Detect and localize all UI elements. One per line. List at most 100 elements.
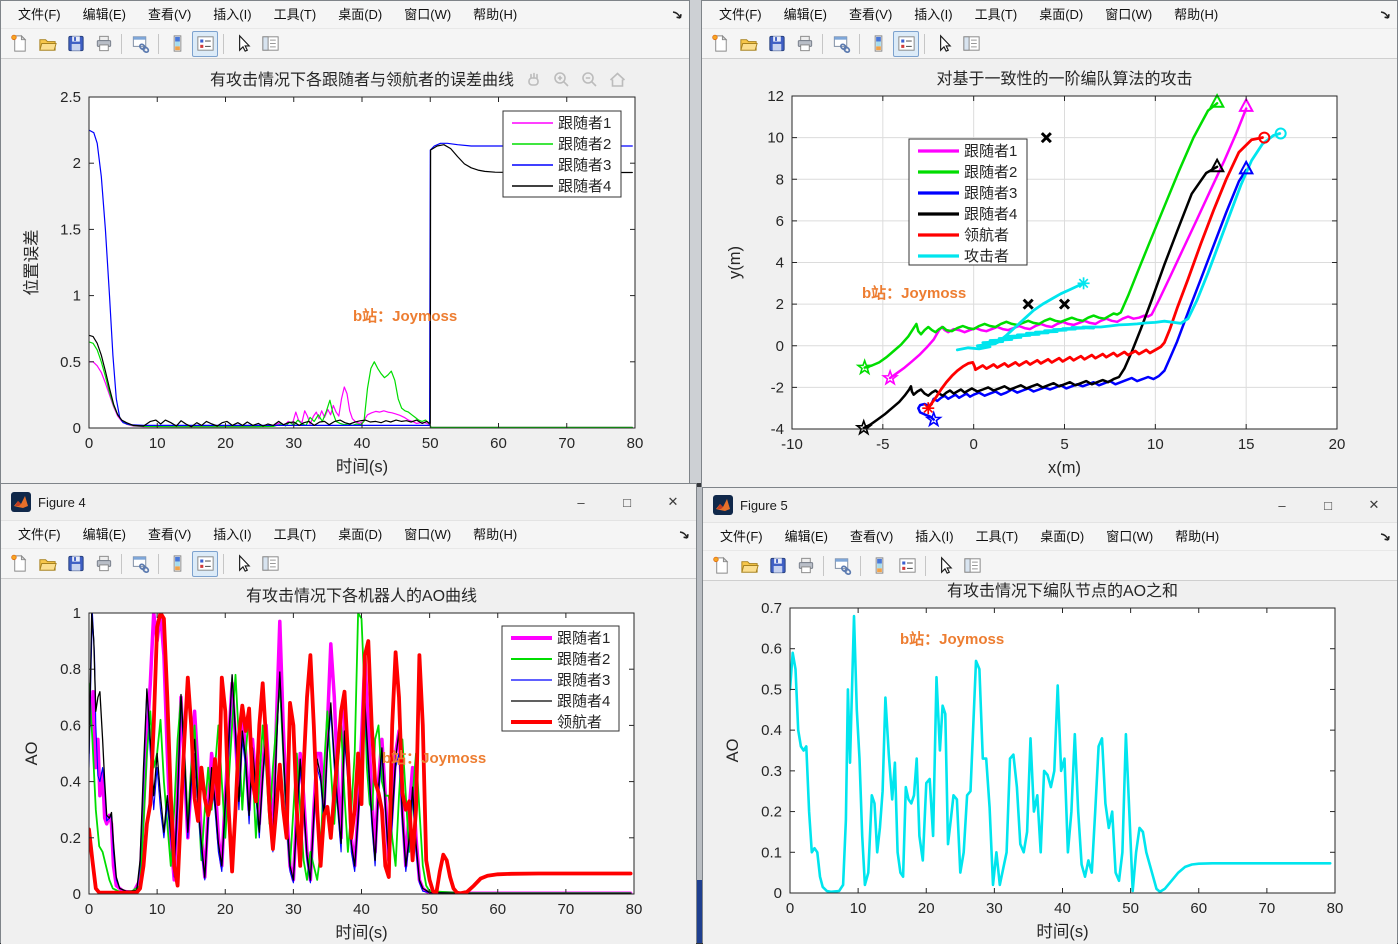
legend-label: 跟随者3: [558, 157, 611, 174]
plot-browser-icon[interactable]: [257, 31, 283, 57]
menu-item[interactable]: 桌面(D): [327, 521, 393, 549]
legend[interactable]: 跟随者1跟随者2跟随者3跟随者4: [503, 111, 621, 197]
maximize-button[interactable]: □: [1305, 488, 1351, 522]
title-bar[interactable]: Figure 5 – □ ✕: [703, 488, 1397, 523]
menu-item[interactable]: 帮助(H): [1163, 1, 1229, 29]
plot-area[interactable]: [790, 608, 1335, 893]
menu-item[interactable]: 桌面(D): [1029, 523, 1095, 551]
plot-browser-icon[interactable]: [959, 553, 985, 579]
title-bar[interactable]: Figure 4 – □ ✕: [1, 484, 696, 521]
legend[interactable]: 跟随者1跟随者2跟随者3跟随者4领航者攻击者: [909, 139, 1027, 265]
ao-sum-chart[interactable]: 0102030405060708000.10.20.30.40.50.60.7有…: [703, 581, 1398, 944]
minimize-button[interactable]: –: [1259, 488, 1305, 522]
insert-legend-icon[interactable]: [192, 551, 218, 577]
print-figure-icon[interactable]: [90, 31, 116, 57]
print-figure-icon[interactable]: [791, 31, 817, 57]
menu-bar: 文件(F)编辑(E)查看(V)插入(I)工具(T)桌面(D)窗口(W)帮助(H): [703, 523, 1397, 551]
menu-overflow-icon[interactable]: [670, 8, 684, 22]
link-plot-icon[interactable]: [127, 551, 153, 577]
menu-item[interactable]: 窗口(W): [1094, 1, 1163, 29]
menu-item[interactable]: 查看(V): [838, 1, 903, 29]
home-icon[interactable]: [607, 69, 629, 91]
menu-item[interactable]: 帮助(H): [462, 1, 528, 29]
menu-overflow-icon[interactable]: [1378, 530, 1392, 544]
menu-item[interactable]: 文件(F): [7, 1, 72, 29]
close-button[interactable]: ✕: [650, 484, 696, 520]
menu-item[interactable]: 工具(T): [964, 1, 1029, 29]
open-file-icon[interactable]: [735, 31, 761, 57]
menu-item[interactable]: 帮助(H): [462, 521, 528, 549]
new-figure-icon[interactable]: [708, 553, 734, 579]
menu-item[interactable]: 编辑(E): [773, 1, 838, 29]
insert-colorbar-icon[interactable]: [865, 31, 891, 57]
menu-item[interactable]: 工具(T): [263, 521, 328, 549]
close-button[interactable]: ✕: [1351, 488, 1397, 522]
menu-item[interactable]: 桌面(D): [327, 1, 393, 29]
error-chart[interactable]: 0102030405060708000.511.522.5有攻击情况下各跟随者与…: [1, 59, 691, 484]
insert-colorbar-icon[interactable]: [164, 551, 190, 577]
menu-overflow-icon[interactable]: [1378, 8, 1392, 22]
open-file-icon[interactable]: [34, 551, 60, 577]
toolbar-separator: [121, 554, 122, 574]
menu-item[interactable]: 窗口(W): [393, 1, 462, 29]
toolbar-separator: [121, 34, 122, 54]
edit-plot-icon[interactable]: [930, 31, 956, 57]
print-figure-icon[interactable]: [90, 551, 116, 577]
legend-label: 跟随者2: [964, 164, 1017, 181]
plot-browser-icon[interactable]: [958, 31, 984, 57]
pan-icon[interactable]: [523, 69, 545, 91]
menu-overflow-icon[interactable]: [677, 528, 691, 542]
menu-item[interactable]: 编辑(E): [774, 523, 839, 551]
figure-toolbar: [1, 29, 689, 59]
print-figure-icon[interactable]: [792, 553, 818, 579]
insert-legend-icon[interactable]: [893, 31, 919, 57]
zoom-in-icon[interactable]: [551, 69, 573, 91]
new-figure-icon[interactable]: [6, 31, 32, 57]
menu-item[interactable]: 编辑(E): [72, 521, 137, 549]
insert-colorbar-icon[interactable]: [866, 553, 892, 579]
menu-item[interactable]: 插入(I): [202, 1, 262, 29]
edit-plot-icon[interactable]: [229, 31, 255, 57]
y-tick-label: 0.4: [761, 722, 782, 739]
open-file-icon[interactable]: [736, 553, 762, 579]
menu-item[interactable]: 编辑(E): [72, 1, 137, 29]
menu-item[interactable]: 工具(T): [263, 1, 328, 29]
ao-curves-chart[interactable]: 0102030405060708000.20.40.60.81有攻击情况下各机器…: [1, 579, 698, 944]
save-figure-icon[interactable]: [62, 31, 88, 57]
menu-item[interactable]: 查看(V): [839, 523, 904, 551]
link-plot-icon[interactable]: [828, 31, 854, 57]
menu-item[interactable]: 文件(F): [7, 521, 72, 549]
menu-item[interactable]: 工具(T): [965, 523, 1030, 551]
legend[interactable]: 跟随者1跟随者2跟随者3跟随者4领航者: [502, 626, 619, 731]
save-figure-icon[interactable]: [764, 553, 790, 579]
plot-browser-icon[interactable]: [257, 551, 283, 577]
trajectory-chart[interactable]: -10-505101520-4-2024681012对基于一致性的一阶编队算法的…: [702, 59, 1398, 488]
menu-item[interactable]: 查看(V): [137, 1, 202, 29]
minimize-button[interactable]: –: [558, 484, 604, 520]
menu-item[interactable]: 文件(F): [708, 1, 773, 29]
new-figure-icon[interactable]: [6, 551, 32, 577]
insert-legend-icon[interactable]: [192, 31, 218, 57]
zoom-out-icon[interactable]: [579, 69, 601, 91]
save-figure-icon[interactable]: [763, 31, 789, 57]
x-tick-label: 40: [354, 435, 371, 452]
maximize-button[interactable]: □: [604, 484, 650, 520]
menu-item[interactable]: 插入(I): [202, 521, 262, 549]
menu-item[interactable]: 查看(V): [137, 521, 202, 549]
link-plot-icon[interactable]: [127, 31, 153, 57]
menu-item[interactable]: 帮助(H): [1164, 523, 1230, 551]
link-plot-icon[interactable]: [829, 553, 855, 579]
menu-item[interactable]: 窗口(W): [393, 521, 462, 549]
open-file-icon[interactable]: [34, 31, 60, 57]
edit-plot-icon[interactable]: [229, 551, 255, 577]
insert-legend-icon[interactable]: [894, 553, 920, 579]
menu-item[interactable]: 文件(F): [709, 523, 774, 551]
save-figure-icon[interactable]: [62, 551, 88, 577]
new-figure-icon[interactable]: [707, 31, 733, 57]
menu-item[interactable]: 窗口(W): [1095, 523, 1164, 551]
insert-colorbar-icon[interactable]: [164, 31, 190, 57]
menu-item[interactable]: 插入(I): [904, 523, 964, 551]
menu-item[interactable]: 插入(I): [903, 1, 963, 29]
menu-item[interactable]: 桌面(D): [1028, 1, 1094, 29]
edit-plot-icon[interactable]: [931, 553, 957, 579]
